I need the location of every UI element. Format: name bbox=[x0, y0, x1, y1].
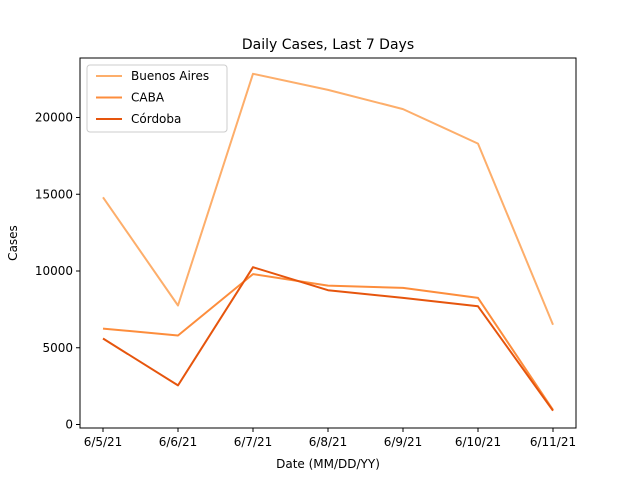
legend-label: Buenos Aires bbox=[131, 69, 209, 83]
series-line-3 bbox=[102, 266, 554, 412]
series-line-1 bbox=[102, 72, 554, 326]
series-lines bbox=[102, 72, 554, 412]
x-tick-label: 6/5/21 bbox=[84, 435, 123, 449]
x-tick-label: 6/8/21 bbox=[309, 435, 348, 449]
chart-title: Daily Cases, Last 7 Days bbox=[242, 37, 414, 53]
x-tick-label: 6/7/21 bbox=[234, 435, 273, 449]
series-line-2 bbox=[102, 273, 554, 411]
legend-label: Córdoba bbox=[131, 112, 181, 126]
x-tick-label: 6/9/21 bbox=[384, 435, 423, 449]
y-tick-label: 20000 bbox=[35, 111, 73, 125]
x-axis: 6/5/21 6/6/21 6/7/21 6/8/21 6/9/21 6/10/21 6/1… bbox=[84, 428, 576, 449]
legend-label: CABA bbox=[131, 91, 165, 105]
x-tick-label: 6/10/21 bbox=[455, 435, 501, 449]
y-tick-label: 15000 bbox=[35, 187, 73, 201]
x-tick-label: 6/11/21 bbox=[530, 435, 576, 449]
legend-box bbox=[86, 64, 228, 133]
y-tick-label: 0 bbox=[65, 418, 73, 432]
x-tick-label: 6/6/21 bbox=[159, 435, 198, 449]
y-tick-label: 10000 bbox=[35, 264, 73, 278]
x-axis-label: Date (MM/DD/YY) bbox=[276, 457, 380, 471]
y-axis: 0 5000 10000 15000 20000 bbox=[35, 111, 80, 432]
y-tick-label: 5000 bbox=[42, 341, 73, 355]
y-axis-label: Cases bbox=[6, 225, 20, 261]
legend: Buenos Aires CABA Córdoba bbox=[86, 64, 228, 133]
